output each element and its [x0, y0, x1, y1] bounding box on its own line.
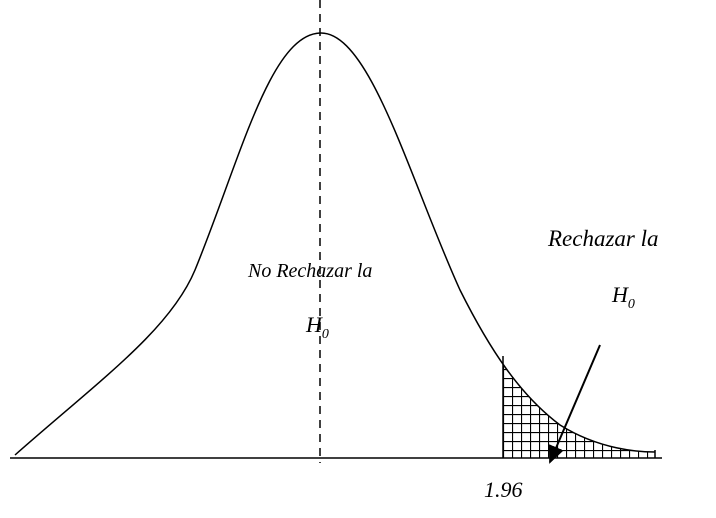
rejection-region	[503, 364, 655, 458]
normal-curve	[14, 32, 656, 456]
h: H	[305, 312, 323, 337]
reject-hypothesis: H0	[611, 282, 635, 312]
arrow	[548, 344, 601, 464]
h: H	[611, 282, 629, 307]
accept-label: No Rechazar la	[247, 260, 372, 282]
accept-hypothesis: H0	[305, 312, 329, 342]
subscript: 0	[322, 327, 329, 342]
subscript: 0	[628, 297, 635, 312]
reject-label: Rechazar la	[547, 226, 659, 251]
critical-value: 1.96	[484, 477, 523, 502]
